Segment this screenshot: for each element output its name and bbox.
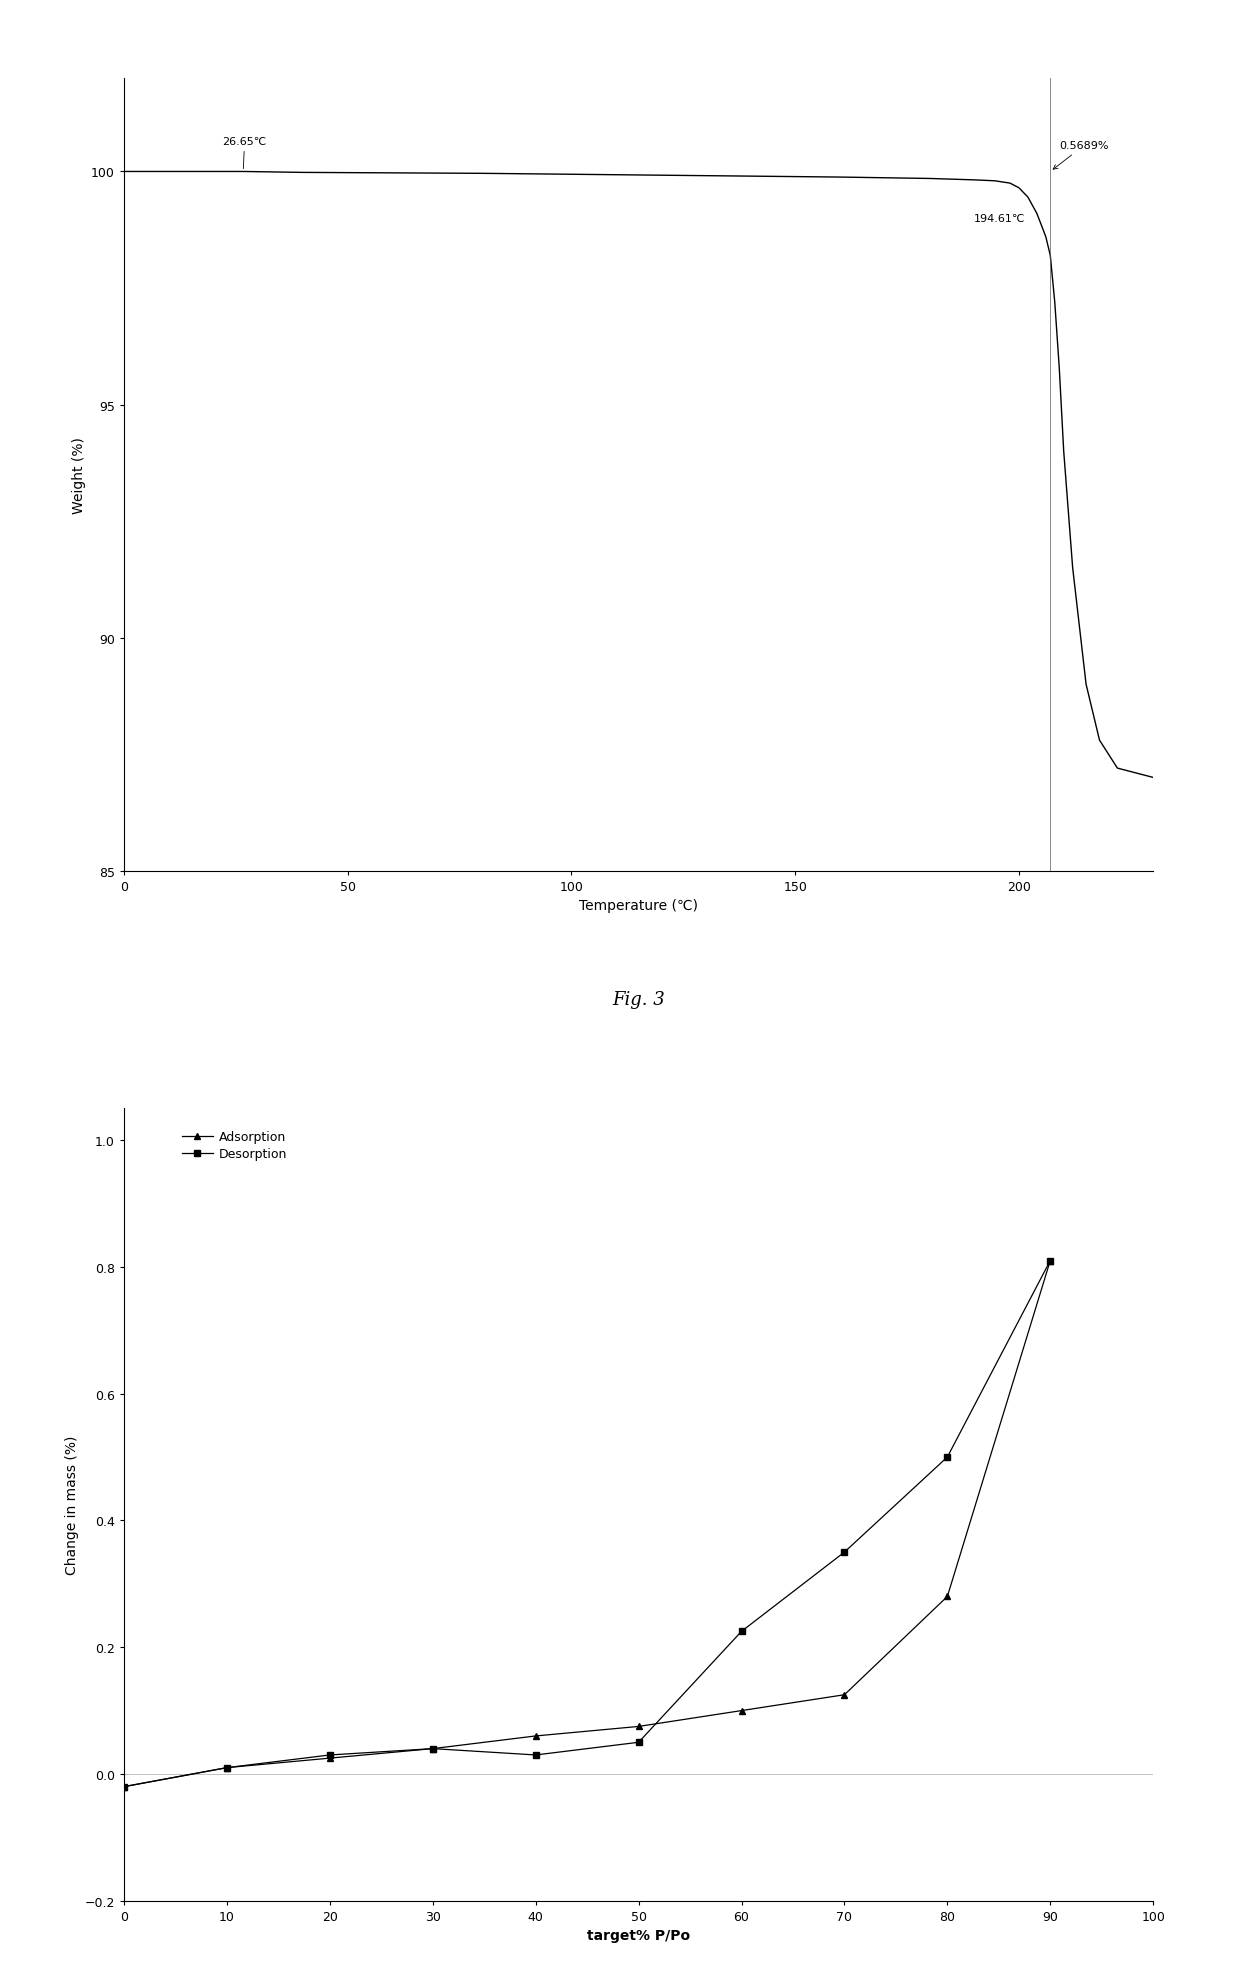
Desorption <box>734 1620 749 1643</box>
Desorption <box>528 1742 543 1766</box>
Desorption <box>322 1742 337 1766</box>
Legend: Adsorption, Desorption: Adsorption, Desorption <box>182 1131 288 1160</box>
Text: 0.5689%: 0.5689% <box>1053 141 1109 170</box>
Adsorption <box>1043 1249 1058 1273</box>
X-axis label: Temperature (℃): Temperature (℃) <box>579 899 698 913</box>
Adsorption <box>528 1725 543 1748</box>
Adsorption <box>734 1699 749 1723</box>
Desorption <box>117 1774 131 1798</box>
Adsorption <box>425 1736 440 1760</box>
Desorption <box>425 1736 440 1760</box>
Line: Adsorption: Adsorption <box>120 1257 1054 1790</box>
Line: Desorption: Desorption <box>120 1257 1054 1790</box>
X-axis label: target% P/Po: target% P/Po <box>587 1929 691 1942</box>
Desorption <box>837 1540 852 1564</box>
Adsorption <box>219 1756 234 1780</box>
Desorption <box>940 1445 955 1469</box>
Adsorption <box>322 1746 337 1770</box>
Desorption <box>219 1756 234 1780</box>
Text: 194.61℃: 194.61℃ <box>975 214 1025 224</box>
Y-axis label: Weight (%): Weight (%) <box>72 438 86 513</box>
Adsorption <box>940 1584 955 1608</box>
Adsorption <box>631 1715 646 1738</box>
Desorption <box>1043 1249 1058 1273</box>
Adsorption <box>117 1774 131 1798</box>
Desorption <box>631 1731 646 1754</box>
Adsorption <box>837 1683 852 1707</box>
Text: 26.65℃: 26.65℃ <box>222 137 267 170</box>
Text: Fig. 3: Fig. 3 <box>613 990 665 1008</box>
Y-axis label: Change in mass (%): Change in mass (%) <box>64 1436 79 1574</box>
